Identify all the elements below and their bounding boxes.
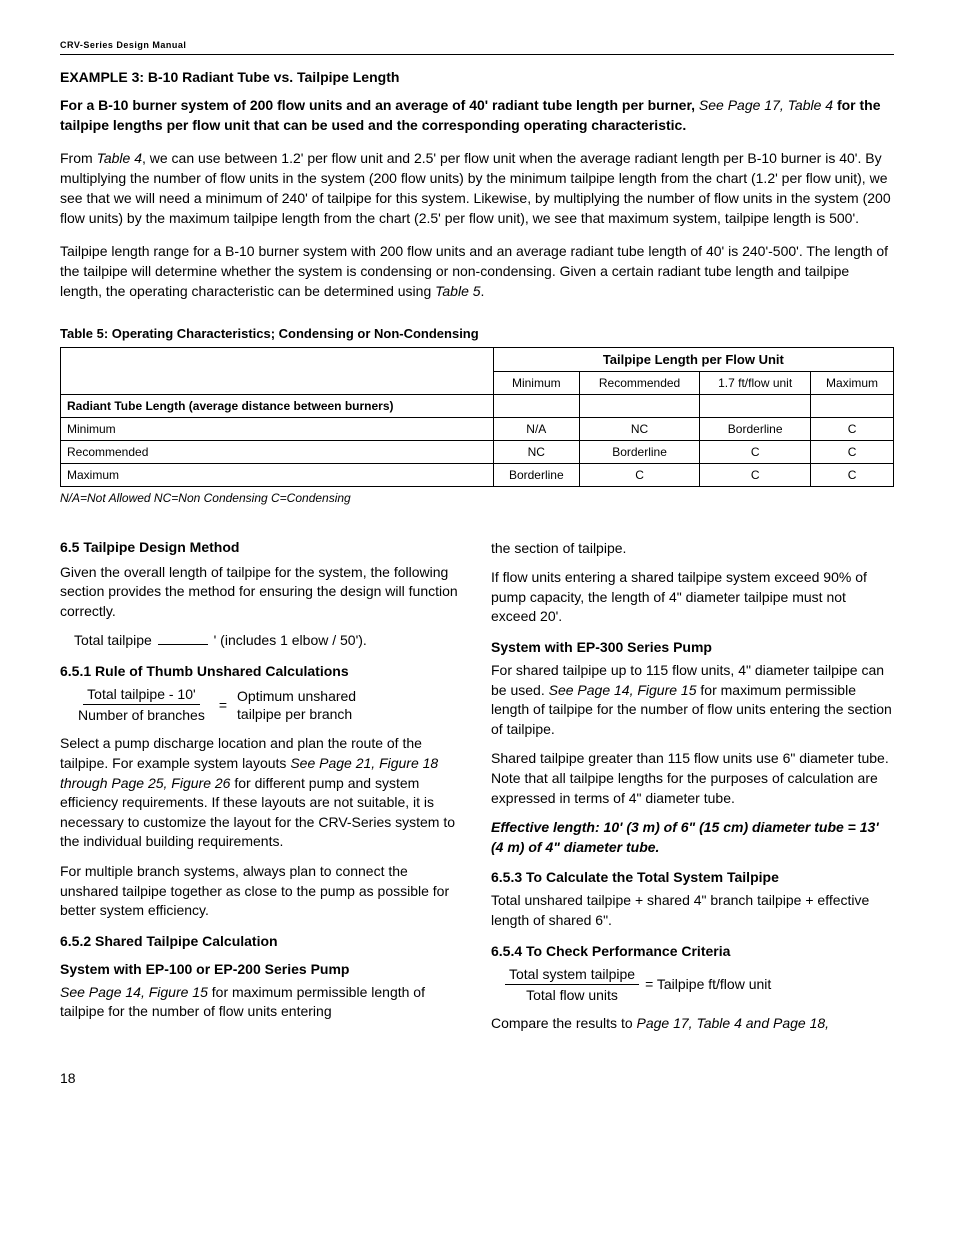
left-column: 6.5 Tailpipe Design Method Given the ove…	[60, 525, 463, 1044]
formula-r1: Optimum unshared	[237, 687, 356, 705]
para-effective-length: Effective length: 10' (3 m) of 6" (15 cm…	[491, 818, 894, 857]
table5-span-header: Tailpipe Length per Flow Unit	[493, 347, 893, 371]
formula-654: Total system tailpipe Total flow units =…	[505, 965, 894, 1004]
heading-653: 6.5.3 To Calculate the Total System Tail…	[491, 869, 894, 885]
cell: C	[811, 417, 894, 440]
table5-note: N/A=Not Allowed NC=Non Condensing C=Cond…	[60, 491, 894, 505]
intro-italic: See Page 17, Table 4	[699, 97, 837, 113]
cell: NC	[493, 440, 579, 463]
fraction: Total system tailpipe Total flow units	[505, 965, 639, 1004]
cell: C	[700, 440, 811, 463]
para-ep100: See Page 14, Figure 15 for maximum permi…	[60, 983, 463, 1022]
para-90pct: If flow units entering a shared tailpipe…	[491, 568, 894, 627]
fraction-num: Total system tailpipe	[505, 965, 639, 985]
table-row: Minimum N/A NC Borderline C	[61, 417, 894, 440]
cell: C	[811, 463, 894, 486]
col-header: Maximum	[811, 371, 894, 394]
header-rule	[60, 54, 894, 55]
para-compare-a: Compare the results to	[491, 1015, 637, 1031]
para-ep300a-i: See Page 14, Figure 15	[549, 682, 697, 698]
row-label: Maximum	[61, 463, 494, 486]
example-para-2: Tailpipe length range for a B-10 burner …	[60, 241, 894, 302]
fraction-den: Total flow units	[522, 985, 622, 1004]
para-ep100-i: See Page 14, Figure 15	[60, 984, 208, 1000]
example-para-1: From Table 4, we can use between 1.2' pe…	[60, 148, 894, 229]
cell: Borderline	[579, 440, 699, 463]
page-number: 18	[60, 1070, 894, 1086]
para-cont: the section of tailpipe.	[491, 539, 894, 559]
example-intro: For a B-10 burner system of 200 flow uni…	[60, 95, 894, 136]
cell: Borderline	[493, 463, 579, 486]
table-row: Radiant Tube Length (average distance be…	[61, 394, 894, 417]
col-header: Minimum	[493, 371, 579, 394]
total-tailpipe-line: Total tailpipe ' (includes 1 elbow / 50'…	[74, 631, 463, 651]
two-column-layout: 6.5 Tailpipe Design Method Given the ove…	[60, 525, 894, 1044]
cell: C	[579, 463, 699, 486]
heading-654: 6.5.4 To Check Performance Criteria	[491, 943, 894, 959]
heading-652: 6.5.2 Shared Tailpipe Calculation	[60, 933, 463, 949]
heading-ep100: System with EP-100 or EP-200 Series Pump	[60, 961, 463, 977]
table5-caption: Table 5: Operating Characteristics; Cond…	[60, 326, 894, 341]
para-compare-i: Page 17, Table 4 and Page 18,	[637, 1015, 830, 1031]
fraction: Total tailpipe - 10' Number of branches	[74, 685, 209, 724]
heading-ep300: System with EP-300 Series Pump	[491, 639, 894, 655]
heading-651: 6.5.1 Rule of Thumb Unshared Calculation…	[60, 663, 463, 679]
table-row: Maximum Borderline C C C	[61, 463, 894, 486]
para1-a: From	[60, 150, 97, 166]
col-header: Recommended	[579, 371, 699, 394]
para1-b: , we can use between 1.2' per flow unit …	[60, 150, 891, 227]
fraction-num: Total tailpipe - 10'	[83, 685, 200, 705]
cell: NC	[579, 417, 699, 440]
table-row: Tailpipe Length per Flow Unit	[61, 347, 894, 371]
cell: C	[811, 440, 894, 463]
blank-fill-line	[158, 644, 208, 645]
table-row: Recommended NC Borderline C C	[61, 440, 894, 463]
manual-header: CRV-Series Design Manual	[60, 40, 894, 50]
para-651a: Select a pump discharge location and pla…	[60, 734, 463, 852]
formula-right: Optimum unshared tailpipe per branch	[237, 687, 356, 723]
cell: C	[700, 463, 811, 486]
para2-b: .	[481, 283, 485, 299]
formula-651: Total tailpipe - 10' Number of branches …	[74, 685, 463, 724]
para2-i: Table 5	[435, 283, 480, 299]
para-651b: For multiple branch systems, always plan…	[60, 862, 463, 921]
row-label: Minimum	[61, 417, 494, 440]
example-title: EXAMPLE 3: B-10 Radiant Tube vs. Tailpip…	[60, 69, 894, 85]
table5: Tailpipe Length per Flow Unit Minimum Re…	[60, 347, 894, 487]
right-column: the section of tailpipe. If flow units e…	[491, 525, 894, 1044]
cell: Borderline	[700, 417, 811, 440]
section-label: Radiant Tube Length (average distance be…	[61, 394, 494, 417]
heading-65: 6.5 Tailpipe Design Method	[60, 539, 463, 555]
para-compare: Compare the results to Page 17, Table 4 …	[491, 1014, 894, 1034]
col-header: 1.7 ft/flow unit	[700, 371, 811, 394]
intro-bold-1: For a B-10 burner system of 200 flow uni…	[60, 97, 699, 113]
total-tailpipe-a: Total tailpipe	[74, 632, 156, 648]
total-tailpipe-b: ' (includes 1 elbow / 50').	[210, 632, 367, 648]
para-ep300a: For shared tailpipe up to 115 flow units…	[491, 661, 894, 739]
para-653: Total unshared tailpipe + shared 4" bran…	[491, 891, 894, 930]
manual-title: CRV-Series Design Manual	[60, 40, 186, 50]
para-ep300b: Shared tailpipe greater than 115 flow un…	[491, 749, 894, 808]
fraction-den: Number of branches	[74, 705, 209, 724]
formula2-eq: = Tailpipe ft/flow unit	[645, 975, 771, 993]
para-65: Given the overall length of tailpipe for…	[60, 563, 463, 622]
cell: N/A	[493, 417, 579, 440]
formula-r2: tailpipe per branch	[237, 705, 356, 723]
formula-equals: =	[219, 696, 227, 714]
para1-i: Table 4	[97, 150, 142, 166]
row-label: Recommended	[61, 440, 494, 463]
